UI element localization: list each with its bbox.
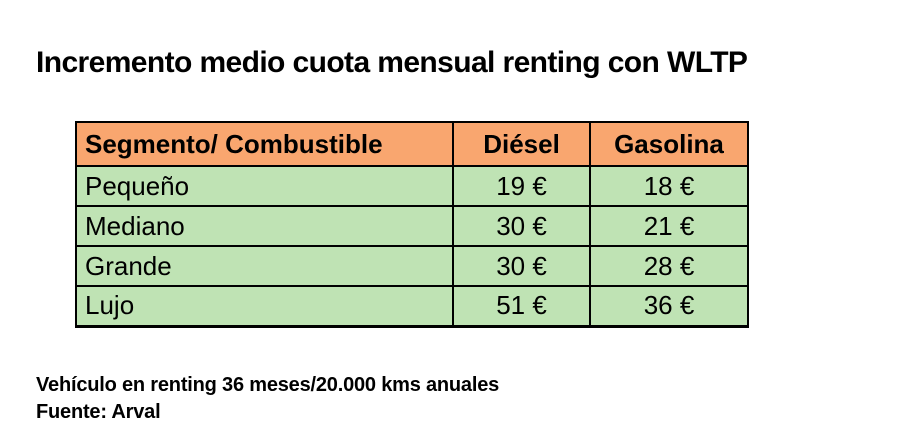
diesel-value-cell: 30 € bbox=[452, 245, 591, 287]
gasolina-value-cell: 18 € bbox=[589, 165, 749, 207]
header-gasolina: Gasolina bbox=[589, 121, 749, 167]
page-title: Incremento medio cuota mensual renting c… bbox=[36, 46, 748, 79]
segment-cell: Lujo bbox=[75, 285, 454, 328]
footnote-source: Fuente: Arval bbox=[36, 401, 161, 423]
table-row: Mediano 30 € 21 € bbox=[75, 205, 749, 247]
footnote-conditions: Vehículo en renting 36 meses/20.000 kms … bbox=[36, 374, 500, 396]
header-row: Segmento/ Combustible Diésel Gasolina bbox=[75, 121, 749, 167]
diesel-value-cell: 30 € bbox=[452, 205, 591, 247]
header-diesel: Diésel bbox=[452, 121, 591, 167]
segment-cell: Pequeño bbox=[75, 165, 454, 207]
table-row: Pequeño 19 € 18 € bbox=[75, 165, 749, 207]
table-row: Lujo 51 € 36 € bbox=[75, 285, 749, 328]
gasolina-value-cell: 28 € bbox=[589, 245, 749, 287]
segment-cell: Mediano bbox=[75, 205, 454, 247]
gasolina-value-cell: 36 € bbox=[589, 285, 749, 328]
gasolina-value-cell: 21 € bbox=[589, 205, 749, 247]
diesel-value-cell: 51 € bbox=[452, 285, 591, 328]
footnote: Vehículo en renting 36 meses/20.000 kms … bbox=[36, 372, 499, 426]
table-container: Segmento/ Combustible Diésel Gasolina Pe… bbox=[75, 121, 749, 328]
table-row: Grande 30 € 28 € bbox=[75, 245, 749, 287]
diesel-value-cell: 19 € bbox=[452, 165, 591, 207]
header-segment-fuel: Segmento/ Combustible bbox=[75, 121, 454, 167]
renting-increase-table: Segmento/ Combustible Diésel Gasolina Pe… bbox=[75, 121, 749, 328]
segment-cell: Grande bbox=[75, 245, 454, 287]
